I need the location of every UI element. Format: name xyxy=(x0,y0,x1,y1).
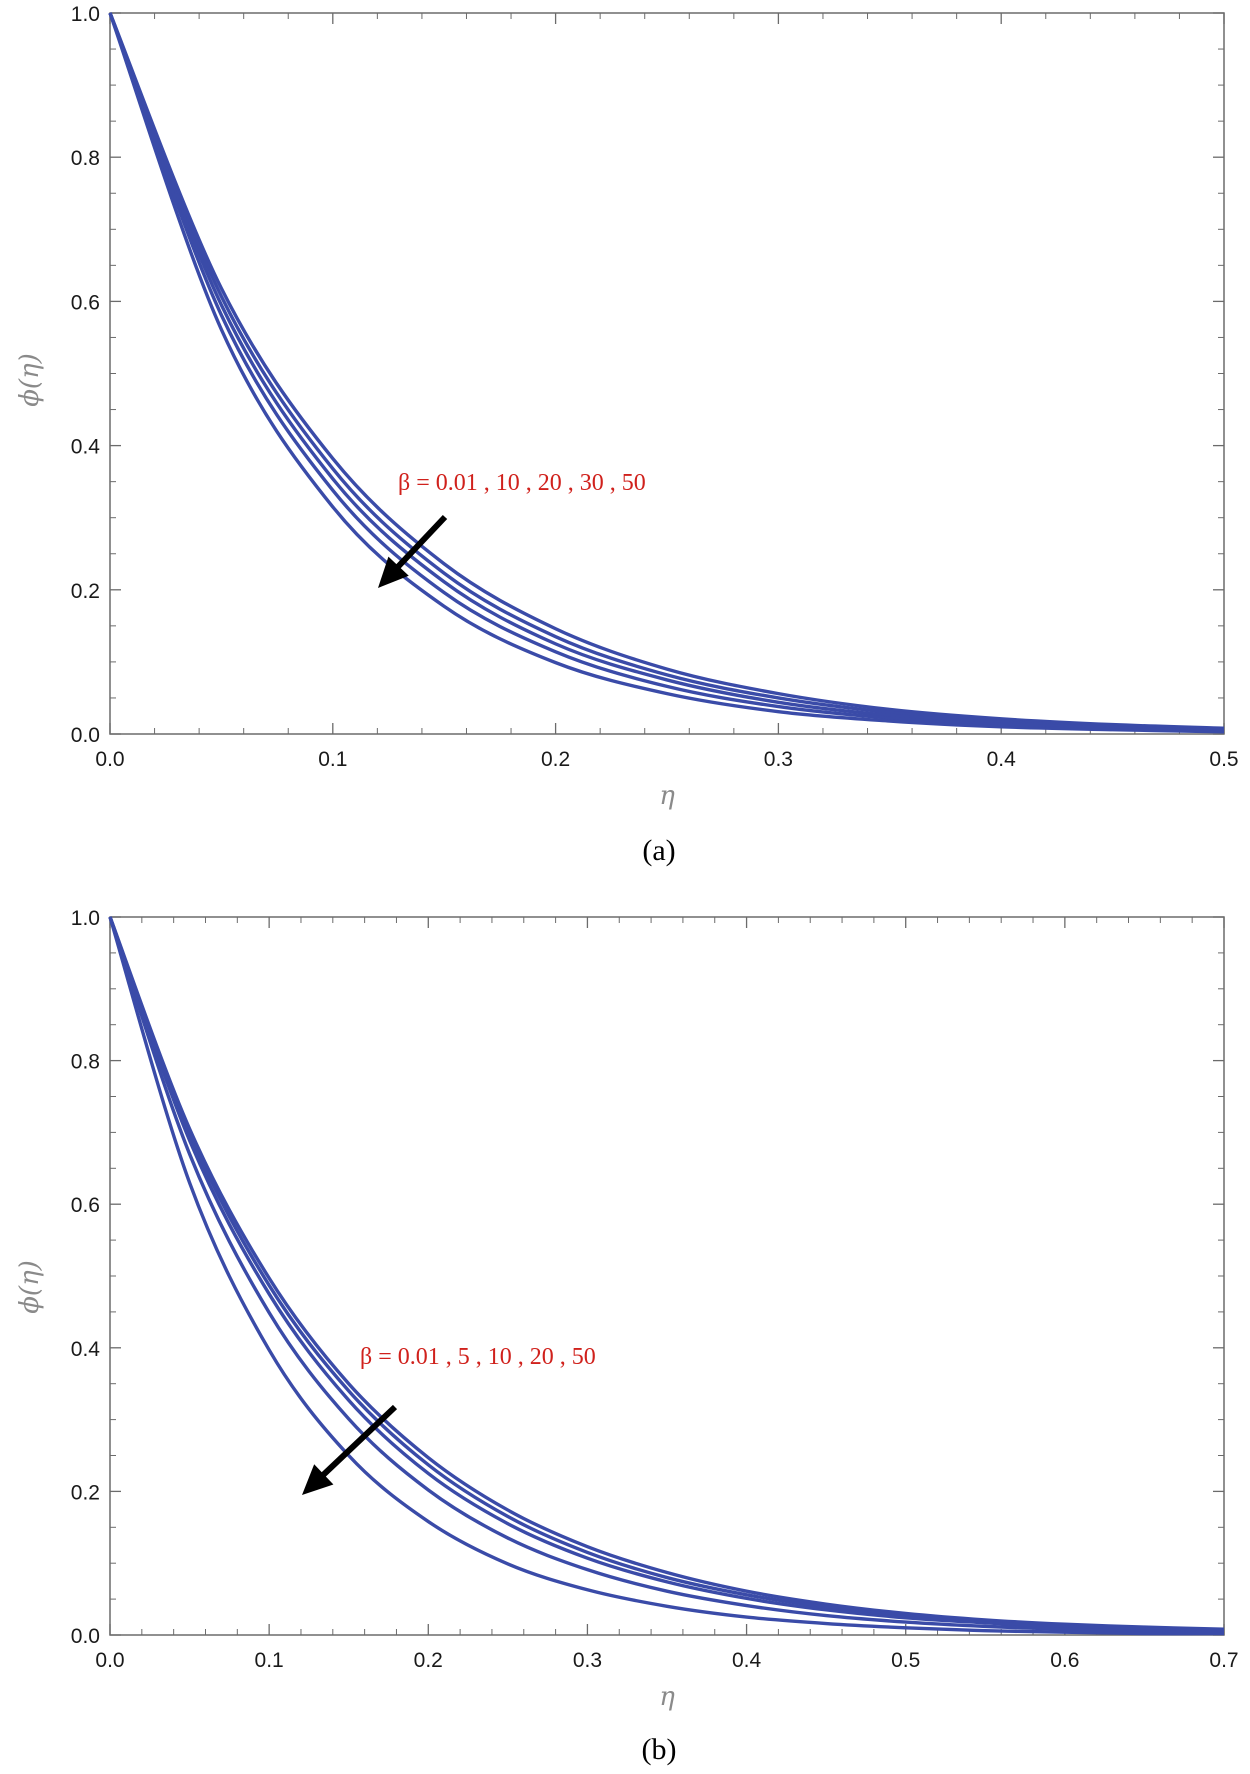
x-tick-label: 0.5 xyxy=(1209,748,1238,771)
y-axis-label: ϕ(η) xyxy=(15,353,45,407)
chart-a: 0.0 0.1 0.2 0.3 0.4 0.5 0.0 0.2 0.4 0.6 0.8 1.0 η ϕ(η… xyxy=(15,3,1239,867)
x-tick-label: 0.0 xyxy=(95,1649,124,1672)
series-line-4 xyxy=(108,12,1225,733)
x-tick-label: 0.2 xyxy=(414,1649,443,1672)
beta-annotation: β = 0.01 , 10 , 20 , 30 , 50 xyxy=(398,470,646,496)
x-tick-label: 0.1 xyxy=(255,1649,284,1672)
y-tick-label: 0.8 xyxy=(71,147,100,170)
y-tick-label: 0.0 xyxy=(71,1625,100,1648)
panel-caption: (a) xyxy=(642,834,675,867)
y-tick-label: 0.2 xyxy=(71,1481,100,1504)
y-tick-label: 0.8 xyxy=(71,1051,100,1074)
x-tick-label: 0.5 xyxy=(891,1649,920,1672)
arrow-head xyxy=(302,1464,334,1495)
plot-frame xyxy=(109,916,1225,1636)
y-axis-label: ϕ(η) xyxy=(15,1260,45,1314)
figure-panel-b: 0.0 0.1 0.2 0.3 0.4 0.5 0.6 0.7 0.0 0.2 0.4 0.6 0.8 1… xyxy=(0,887,1250,1774)
x-tick-label: 0.4 xyxy=(732,1649,762,1672)
y-tick-label: 1.0 xyxy=(71,3,100,26)
y-tick-label: 0.0 xyxy=(71,724,100,747)
x-tick-label: 0.4 xyxy=(987,748,1017,771)
chart-b: 0.0 0.1 0.2 0.3 0.4 0.5 0.6 0.7 0.0 0.2 0.4 0.6 0.8 1… xyxy=(15,907,1239,1766)
series-line-3 xyxy=(108,12,1225,732)
x-tick-label: 0.3 xyxy=(573,1649,602,1672)
series-line-2 xyxy=(108,916,1225,1633)
y-tick-label: 0.4 xyxy=(71,1338,101,1361)
series-line-4 xyxy=(108,916,1225,1634)
y-tick-label: 0.4 xyxy=(71,436,101,459)
series-line-1 xyxy=(108,12,1225,730)
arrow-head xyxy=(378,556,409,588)
x-axis-label: η xyxy=(659,781,675,811)
arrow-shaft xyxy=(311,1404,398,1487)
x-axis-label: η xyxy=(659,1682,675,1712)
series-line-3 xyxy=(108,916,1225,1634)
y-tick-label: 0.6 xyxy=(71,291,100,314)
y-tick-label: 0.6 xyxy=(71,1194,100,1217)
figure-panel-a: 0.0 0.1 0.2 0.3 0.4 0.5 0.0 0.2 0.4 0.6 0.8 1.0 η ϕ(η… xyxy=(15,3,1239,867)
y-tick-label: 1.0 xyxy=(71,907,100,930)
series-line-5 xyxy=(108,12,1225,734)
x-tick-label: 0.6 xyxy=(1050,1649,1079,1672)
plot-frame xyxy=(109,12,1225,735)
x-tick-label: 0.3 xyxy=(764,748,793,771)
panel-caption: (b) xyxy=(642,1733,677,1766)
series-line-1 xyxy=(108,916,1225,1631)
beta-annotation: β = 0.01 , 5 , 10 , 20 , 50 xyxy=(360,1344,596,1370)
y-tick-label: 0.2 xyxy=(71,580,100,603)
series-line-2 xyxy=(108,12,1225,731)
x-tick-label: 0.0 xyxy=(95,748,124,771)
x-tick-label: 0.7 xyxy=(1209,1649,1238,1672)
x-tick-label: 0.1 xyxy=(318,748,347,771)
x-tick-label: 0.2 xyxy=(541,748,570,771)
series-line-5 xyxy=(108,916,1225,1636)
